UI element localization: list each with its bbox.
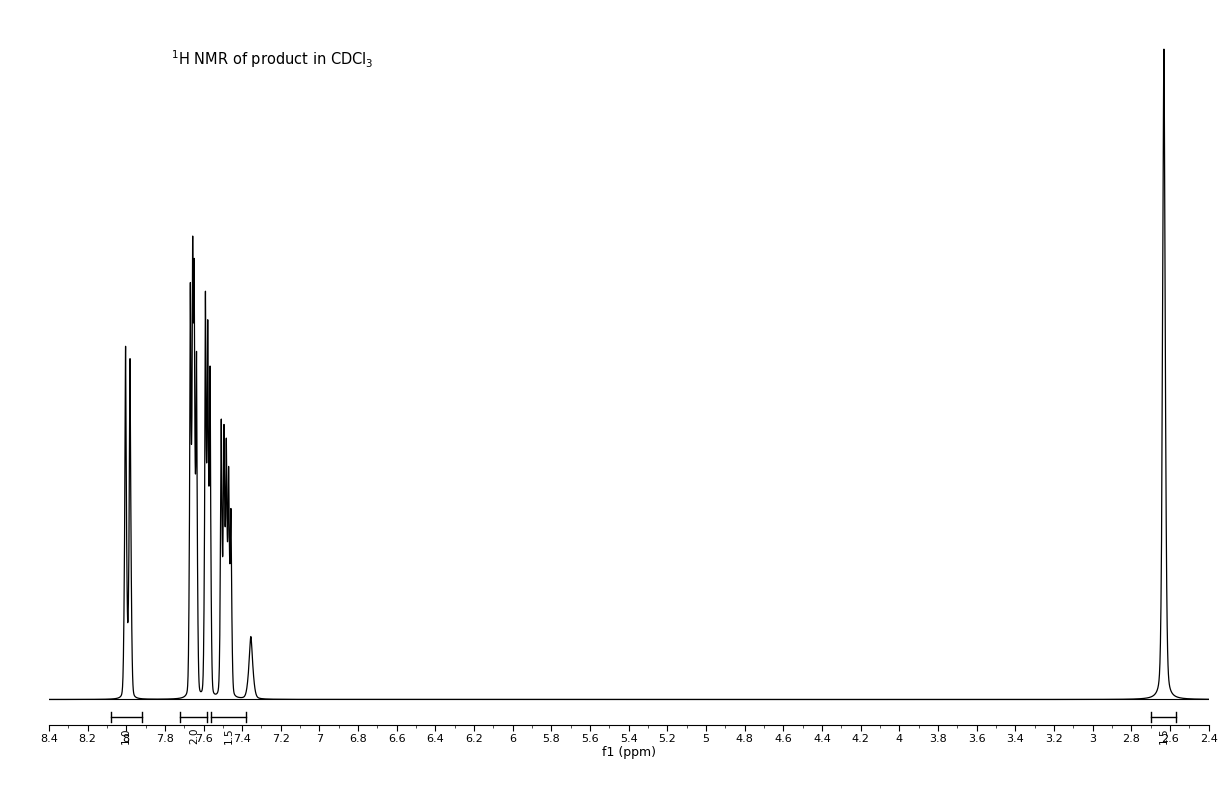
X-axis label: f1 (ppm): f1 (ppm) (602, 745, 656, 758)
Text: $^{1}$H NMR of product in CDCl$_3$: $^{1}$H NMR of product in CDCl$_3$ (171, 48, 374, 70)
Text: 1.5: 1.5 (1159, 727, 1168, 744)
Text: 2.0: 2.0 (189, 727, 199, 744)
Text: 1.5: 1.5 (223, 727, 233, 744)
Text: 1.0: 1.0 (121, 727, 131, 744)
